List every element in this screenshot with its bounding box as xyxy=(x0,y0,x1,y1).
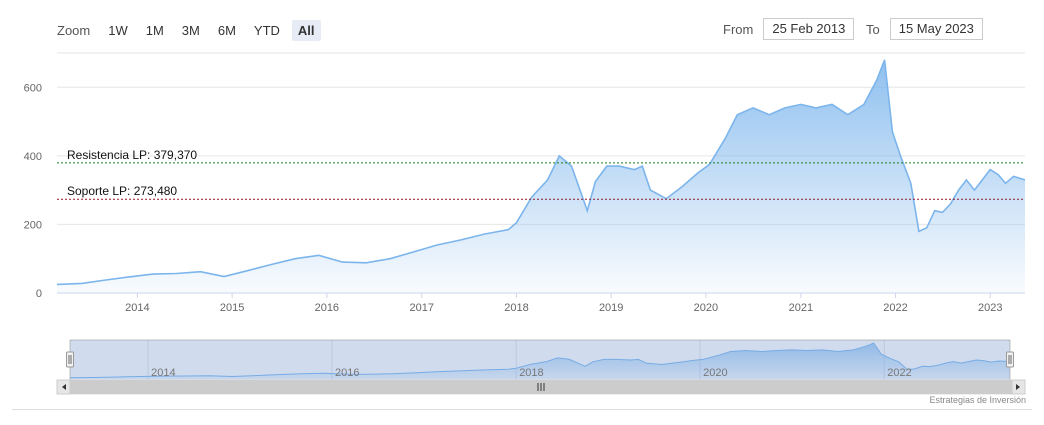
zoom-bar: Zoom 1W 1M 3M 6M YTD All xyxy=(57,18,321,42)
credit-label: Estrategias de Inversión xyxy=(929,395,1026,405)
resistance-label: Resistencia LP: 379,370 xyxy=(67,148,197,162)
x-axis-ticks: 2014 2015 2016 2017 2018 2019 2020 2021 2022 2023 xyxy=(125,293,1002,314)
navigator-tick-label: 2018 xyxy=(519,367,543,379)
annotations: Resistencia LP: 379,370 Soporte LP: 273,4… xyxy=(57,148,1025,200)
navigator-handle-left[interactable] xyxy=(66,351,74,368)
to-date-input[interactable]: 15 May 2023 xyxy=(889,18,983,40)
bottom-divider xyxy=(12,409,1032,410)
navigator[interactable]: 2014 2016 2018 2020 2022 xyxy=(66,339,1014,381)
zoom-all-button[interactable]: All xyxy=(291,19,321,41)
x-tick-label: 2020 xyxy=(694,302,718,314)
navigator-tick-label: 2016 xyxy=(335,367,359,379)
from-label: From xyxy=(723,21,754,37)
navigator-line xyxy=(69,342,1011,379)
range-selector: From 25 Feb 2013 xyxy=(723,18,855,40)
right-arrow-icon xyxy=(1016,384,1020,390)
range-selector-to: To 15 May 2023 xyxy=(866,18,983,40)
navigator-ticks: 2014 2016 2018 2020 2022 xyxy=(151,367,912,379)
y-tick-label: 600 xyxy=(24,82,42,94)
zoom-3m-button[interactable]: 3M xyxy=(181,22,200,38)
y-axis-ticks: 0 200 400 600 xyxy=(24,82,42,300)
support-label: Soporte LP: 273,480 xyxy=(67,184,177,198)
y-tick-label: 0 xyxy=(36,288,42,300)
x-tick-label: 2023 xyxy=(978,302,1002,314)
zoom-1w-button[interactable]: 1W xyxy=(108,22,128,38)
scrollbar[interactable] xyxy=(56,379,1026,395)
x-tick-label: 2016 xyxy=(315,302,339,314)
x-tick-label: 2017 xyxy=(410,302,434,314)
grip-icon xyxy=(537,383,545,391)
left-arrow-icon xyxy=(62,384,66,390)
zoom-label: Zoom xyxy=(57,22,91,38)
to-label: To xyxy=(866,21,880,37)
navigator-tick-label: 2022 xyxy=(887,367,911,379)
x-tick-label: 2018 xyxy=(504,302,528,314)
navigator-handle-right[interactable] xyxy=(1006,351,1014,368)
price-area xyxy=(57,59,1025,294)
navigator-tick-label: 2020 xyxy=(703,367,727,379)
from-date-input[interactable]: 25 Feb 2013 xyxy=(763,18,855,40)
price-line xyxy=(56,59,1026,286)
zoom-1m-button[interactable]: 1M xyxy=(145,22,164,38)
x-tick-label: 2021 xyxy=(789,302,813,314)
x-tick-label: 2019 xyxy=(599,302,623,314)
navigator-area xyxy=(70,343,1010,379)
x-tick-label: 2022 xyxy=(883,302,907,314)
navigator-tick-label: 2014 xyxy=(151,367,175,379)
y-tick-label: 400 xyxy=(24,151,42,163)
y-tick-label: 200 xyxy=(24,219,42,231)
navigator-selection[interactable] xyxy=(69,339,1011,381)
zoom-6m-button[interactable]: 6M xyxy=(217,22,236,38)
zoom-ytd-button[interactable]: YTD xyxy=(253,22,280,38)
x-tick-label: 2014 xyxy=(125,302,149,314)
x-tick-label: 2015 xyxy=(220,302,244,314)
